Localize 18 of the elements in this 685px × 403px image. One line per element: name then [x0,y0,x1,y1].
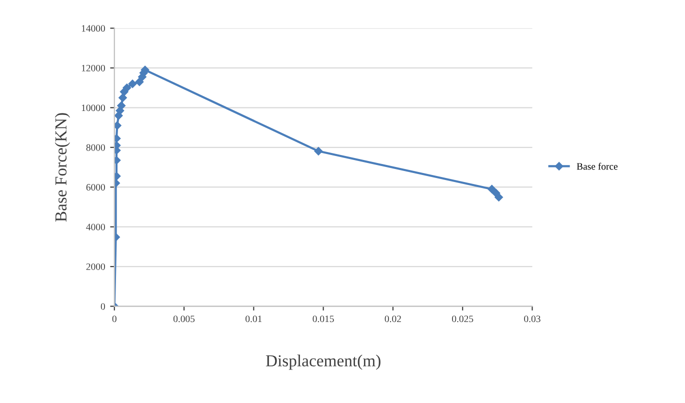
x-tick-label: 0.03 [524,316,540,322]
x-tick-label: 0.02 [384,316,401,322]
y-tick-label: 4000 [86,224,105,230]
y-tick-label: 10000 [82,104,105,112]
y-tick-label: 14000 [82,25,105,32]
x-tick-label: 0.01 [246,316,262,322]
legend-label: Base force [576,162,618,170]
y-tick-label: 0 [100,303,105,310]
x-tick-label: 0.015 [312,316,334,322]
x-axis-title: Displacement(m) [266,354,380,370]
x-tick-label: 0.025 [452,316,474,322]
y-tick-label: 12000 [82,64,105,72]
y-tick-label: 2000 [86,263,105,270]
y-tick-label: 8000 [86,144,105,151]
x-tick-label: 0 [112,316,116,322]
x-tick-label: 0.005 [173,316,195,322]
y-axis-title: Base Force(KN) [54,113,70,222]
y-tick-label: 6000 [86,184,105,191]
